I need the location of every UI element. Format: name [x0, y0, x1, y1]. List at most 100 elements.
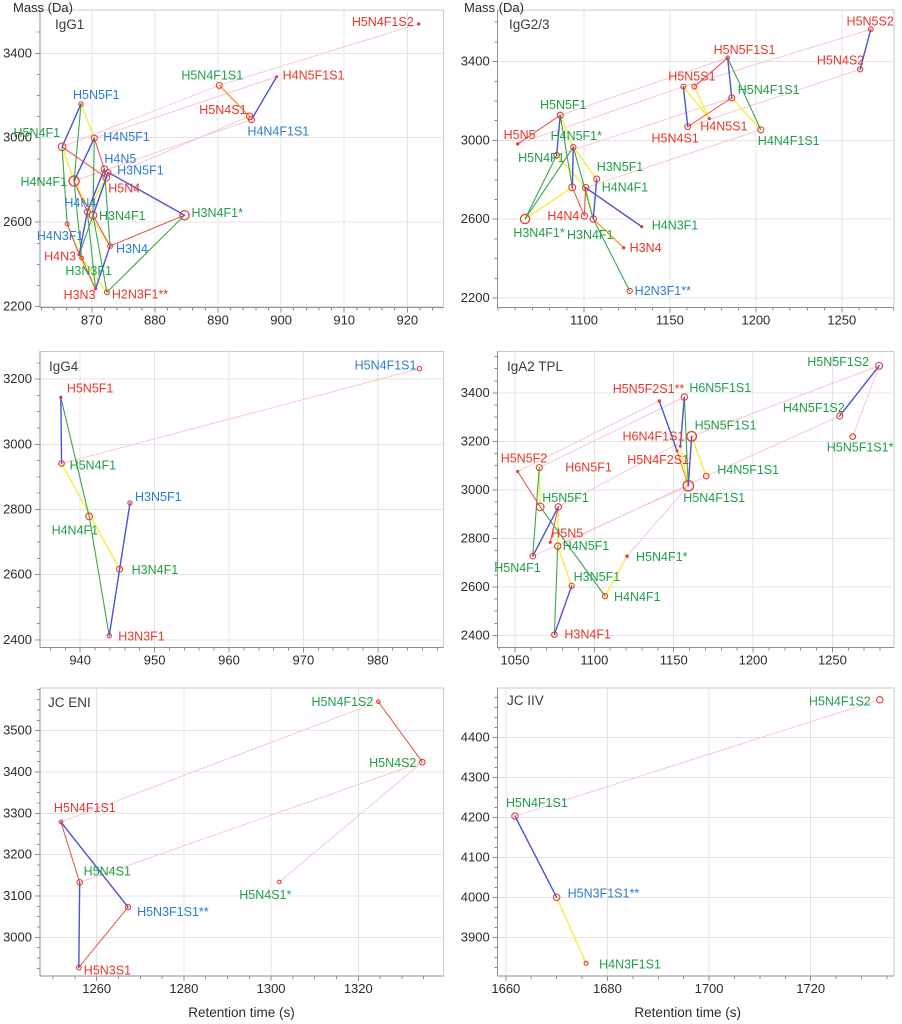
edge-H5N5-H5N5S1 — [517, 86, 684, 145]
point-H5N4F1S1 — [416, 365, 423, 372]
point-H3N3 — [93, 287, 98, 291]
x-tick-label: 1250 — [827, 313, 856, 328]
point-H4N5F1S1 — [275, 75, 279, 79]
edge-H5N4F1S1-H5N3F1S1** — [60, 821, 129, 908]
point-label-H4N4F1: H4N4F1 — [614, 590, 661, 604]
point-label-H5N4F1S1: H5N4F1S1 — [355, 359, 417, 373]
edge-H5N5F1b-H5N5F1S1 — [557, 435, 693, 508]
x-tick-label: 1200 — [739, 652, 768, 667]
panel-igg4: 940 950 960 970 980 2400 2600 2800 3000 3200 H5N4F… — [3, 351, 444, 667]
point-label-H5N5: H5N5 — [551, 526, 583, 540]
edge-H4N5F1*-H3N4F1 — [572, 146, 594, 220]
x-tick-label: 1150 — [660, 652, 688, 667]
edge-H4N4-H3N4 — [86, 211, 111, 247]
point-H6N5F1S1 — [680, 393, 689, 401]
edge-H5N4F1-H4N4F1 — [61, 146, 75, 182]
edge-H5N5S1-H5N4S1 — [682, 85, 689, 128]
point-H5N4F1S1 — [511, 812, 519, 820]
markers-igg1 — [57, 22, 421, 296]
point-H3N5F1 — [127, 500, 133, 506]
point-label-H4N3: H4N3 — [44, 250, 76, 264]
x-tick-label: 920 — [396, 313, 418, 328]
edge-H5N5F1S2-H4N5F1S2 — [839, 365, 880, 417]
point-H4N4F1 — [601, 592, 609, 600]
point-label-H5N4F1S1: H5N4F1S1 — [738, 83, 800, 97]
point-label-H4N5F1S1: H4N5F1S1 — [283, 69, 345, 83]
y-axis-title-igg1: Mass (Da) — [13, 0, 73, 15]
point-label-H4N5: H4N5 — [104, 152, 136, 166]
point-H5N4S1 — [76, 879, 84, 886]
x-tick-label: 970 — [293, 652, 315, 667]
edge-H5N5F1S1-H5N5F1S2 — [691, 365, 880, 437]
edge-H5N4F1S1-H5N4S1 — [60, 821, 81, 883]
edge-H6N5F1S1-H6N4F1S1 — [679, 396, 686, 447]
point-label-H5N4F1: H5N4F1 — [494, 561, 541, 575]
point-H5N4F1 — [57, 142, 67, 152]
plot-area-iga2-tpl — [497, 351, 895, 648]
point-H3N4F1 — [551, 631, 558, 639]
point-label-H5N4F1: H5N4F1 — [14, 126, 61, 140]
edge-H3N3F1-H3N3 — [81, 257, 97, 290]
edge-H5N4F1S2-H5N4S2 — [377, 701, 423, 763]
edge-H5N5F1-H5N4F1 — [60, 396, 63, 465]
axes-jc-eni — [35, 688, 444, 981]
edge-H6N4F1S1-H5N4F1S1 — [679, 445, 690, 487]
point-label-H3N5F1: H3N5F1 — [574, 570, 621, 584]
y-tick-label: 4000 — [461, 889, 490, 904]
point-H5N5F1 — [556, 111, 564, 119]
point-label-H5N4: H5N4 — [108, 182, 140, 196]
point-label-H3N4F1*: H3N4F1* — [192, 206, 244, 220]
edge-H4N5F1-H3N4F1 — [92, 137, 95, 216]
x-tick-label: 870 — [81, 313, 103, 328]
point-label-H3N4F1: H3N4F1 — [567, 228, 614, 242]
y-tick-label: 3000 — [3, 130, 32, 145]
edges-jc-eni — [60, 701, 423, 969]
edge-H4N4-H3N3 — [86, 211, 97, 290]
point-label-H4N5F1*: H4N5F1* — [551, 129, 603, 143]
x-tick-label: 1720 — [796, 981, 825, 996]
edge-H5N4-H4N4 — [86, 176, 108, 213]
edge-H5N4S1-H5N4S2 — [687, 68, 861, 128]
edge-H5N3S1-H5N3F1S1** — [78, 906, 129, 968]
x-tick-label: 950 — [144, 652, 166, 667]
edge-H4N4F1b-H4N4F1S1 — [585, 129, 762, 189]
y-tick-label: 3200 — [461, 433, 490, 448]
edge-H5N4F1S1-H5N4S1 — [218, 84, 251, 117]
edges-iga2-tpl — [517, 365, 880, 636]
point-H5N5S2 — [867, 26, 874, 33]
point-H5N4S1 — [684, 123, 692, 131]
edge-H5N4F1S1-H4N4F1S1 — [731, 97, 762, 131]
edge-H4N5-H4N4 — [86, 168, 106, 213]
edge-H5N4F1-H5N4F1S1 — [61, 84, 220, 148]
edge-H5N4-H5N4S1 — [105, 115, 250, 179]
point-label-H5N5F1: H5N5F1 — [542, 491, 589, 505]
y-tick-label: 2600 — [461, 211, 490, 226]
edge-H3N4F1*-H3N4 — [109, 214, 186, 247]
edge-H4N5F1S1-H4N4F1S1 — [250, 76, 278, 121]
point-label-H4N4F1: H4N4F1 — [602, 181, 649, 195]
plot-area-igg4 — [39, 351, 444, 648]
point-H5N4F1S1 — [682, 479, 695, 492]
edge-H5N4F1-H5N4 — [61, 146, 107, 179]
x-tick-label: 960 — [218, 652, 240, 667]
point-H4N5 — [100, 165, 109, 173]
x-tick-label: 890 — [207, 313, 229, 328]
point-label-H4N4F1S1: H4N4F1S1 — [758, 134, 820, 148]
point-label-H5N4S2: H5N4S2 — [369, 756, 416, 770]
edge-H5N5F2-H5N5F1 — [517, 470, 541, 508]
point-H5N5F1S1 — [725, 55, 730, 61]
edge-H5N5F1-H4N5F1* — [559, 114, 575, 148]
edge-H5N4F1-H5N4F1S1 — [556, 97, 733, 156]
point-H5N4F1S2 — [876, 695, 884, 704]
edge-H4N4-H4N3 — [78, 211, 89, 256]
y-tick-label: 2800 — [461, 530, 490, 545]
point-label-H6N4F1S1: H6N4F1S1 — [623, 429, 685, 443]
edge-H5N4F1-H4N3F1 — [61, 146, 68, 225]
edge-H5N4F1-H3N4F1 — [60, 462, 121, 570]
x-tick-label: 1250 — [818, 652, 847, 667]
edge-H5N5F1-H5N4F1 — [61, 103, 82, 148]
point-label-H4N4F1S1: H4N4F1S1 — [247, 125, 309, 139]
edge-H5N5S1b-H4N5S1 — [693, 85, 711, 120]
tick-labels-igg2-3: 1100 1150 1200 1250 2200 2600 3000 3400 — [461, 54, 856, 328]
